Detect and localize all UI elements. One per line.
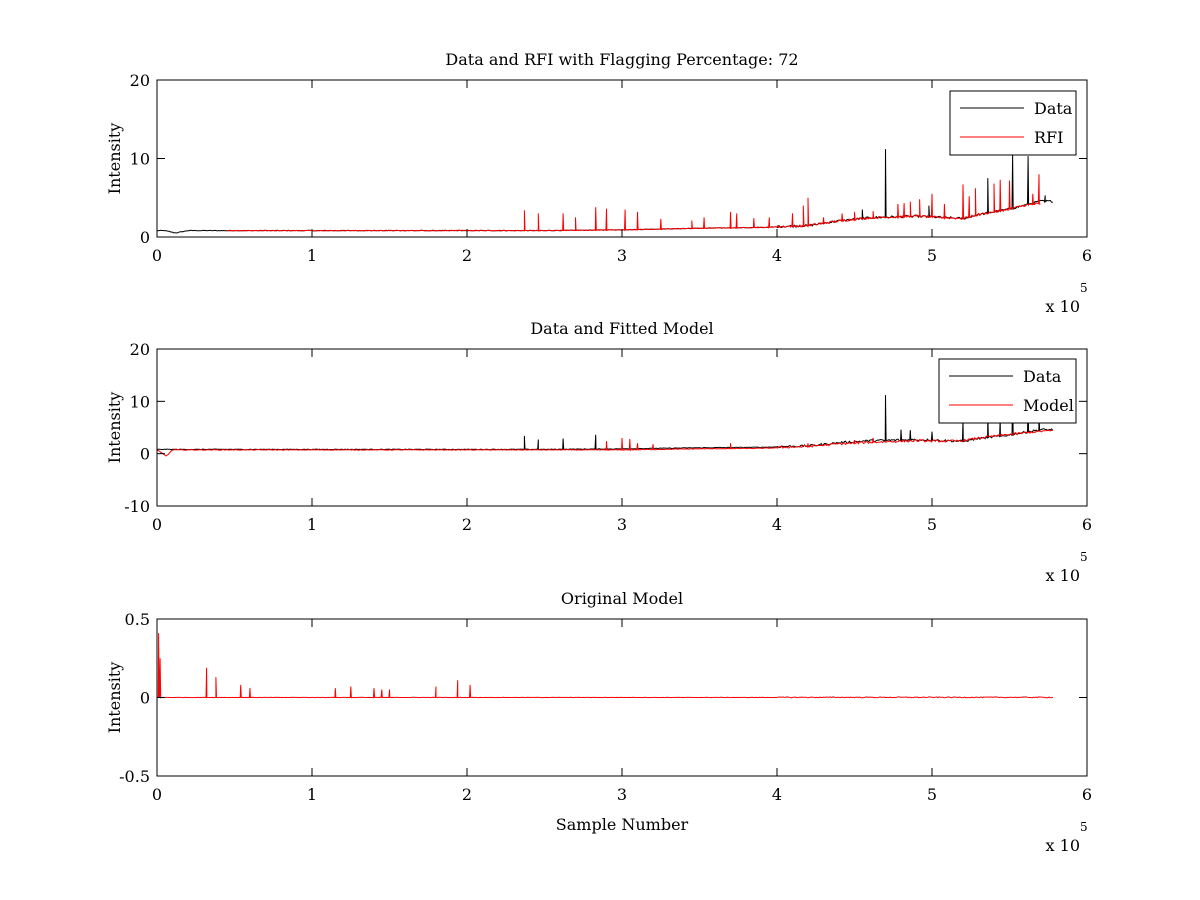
x-tick-label: 6 xyxy=(1082,785,1092,804)
x-tick-label: 2 xyxy=(462,515,472,534)
subplot-1: 0 1 2 3 4 5 6 0 10 20 Data and RFI with Flagging P… xyxy=(105,50,1092,316)
series-line-original-model xyxy=(156,633,1054,699)
x-tick-label: 3 xyxy=(617,515,627,534)
x-tick-label: 2 xyxy=(462,785,472,804)
series-line-data xyxy=(156,149,1053,234)
x-tick-label: 6 xyxy=(1082,515,1092,534)
x-tick-label: 0 xyxy=(152,246,162,265)
y-tick-label: 10 xyxy=(130,150,150,169)
legend-box xyxy=(949,90,1077,156)
x-tick-label: 5 xyxy=(927,785,937,804)
series-line-model xyxy=(156,429,1053,457)
y-axis-label: Intensity xyxy=(105,662,124,734)
x-multiplier-exponent: 5 xyxy=(1080,820,1088,834)
legend-label: Data xyxy=(1023,367,1062,386)
legend-label: RFI xyxy=(1034,128,1063,147)
chart-title: Data and RFI with Flagging Percentage: 7… xyxy=(445,50,798,69)
x-tick-label: 4 xyxy=(772,785,782,804)
y-tick-label: 20 xyxy=(130,71,150,90)
y-tick-label: 0.5 xyxy=(125,610,150,629)
legend: Data Model xyxy=(938,358,1077,424)
x-tick-label: 5 xyxy=(927,246,937,265)
legend-box xyxy=(938,358,1077,424)
x-tick-label: 1 xyxy=(307,246,317,265)
x-tick-label: 1 xyxy=(307,785,317,804)
y-tick-label: 0 xyxy=(140,445,150,464)
legend: Data RFI xyxy=(949,90,1077,156)
y-tick-label: 20 xyxy=(130,340,150,359)
x-tick-label: 4 xyxy=(772,515,782,534)
y-tick-label: 0 xyxy=(140,689,150,708)
axes-box xyxy=(156,79,1088,238)
x-tick-label: 2 xyxy=(462,246,472,265)
legend-label: Model xyxy=(1023,396,1074,415)
x-multiplier-exponent: 5 xyxy=(1080,550,1088,564)
x-multiplier-label: x 10 xyxy=(1046,566,1080,585)
x-tick-label: 0 xyxy=(152,515,162,534)
x-tick-label: 1 xyxy=(307,515,317,534)
x-tick-label: 5 xyxy=(927,515,937,534)
x-multiplier-label: x 10 xyxy=(1046,297,1080,316)
series-line-rfi xyxy=(226,174,1041,232)
y-axis-label: Intensity xyxy=(105,123,124,195)
y-tick-label: 10 xyxy=(130,392,150,411)
x-axis-label: Sample Number xyxy=(556,815,689,834)
y-tick-label: 0 xyxy=(140,228,150,247)
y-axis-label: Intensity xyxy=(105,392,124,464)
legend-label: Data xyxy=(1034,99,1073,118)
chart-title: Data and Fitted Model xyxy=(530,319,713,338)
y-tick-label: -0.5 xyxy=(119,767,150,786)
x-tick-label: 0 xyxy=(152,785,162,804)
x-tick-label: 3 xyxy=(617,785,627,804)
x-tick-label: 3 xyxy=(617,246,627,265)
chart-title: Original Model xyxy=(561,589,683,608)
x-multiplier-exponent: 5 xyxy=(1080,281,1088,295)
x-tick-label: 6 xyxy=(1082,246,1092,265)
x-tick-label: 4 xyxy=(772,246,782,265)
x-multiplier-label: x 10 xyxy=(1046,836,1080,855)
y-tick-label: -10 xyxy=(124,497,150,516)
